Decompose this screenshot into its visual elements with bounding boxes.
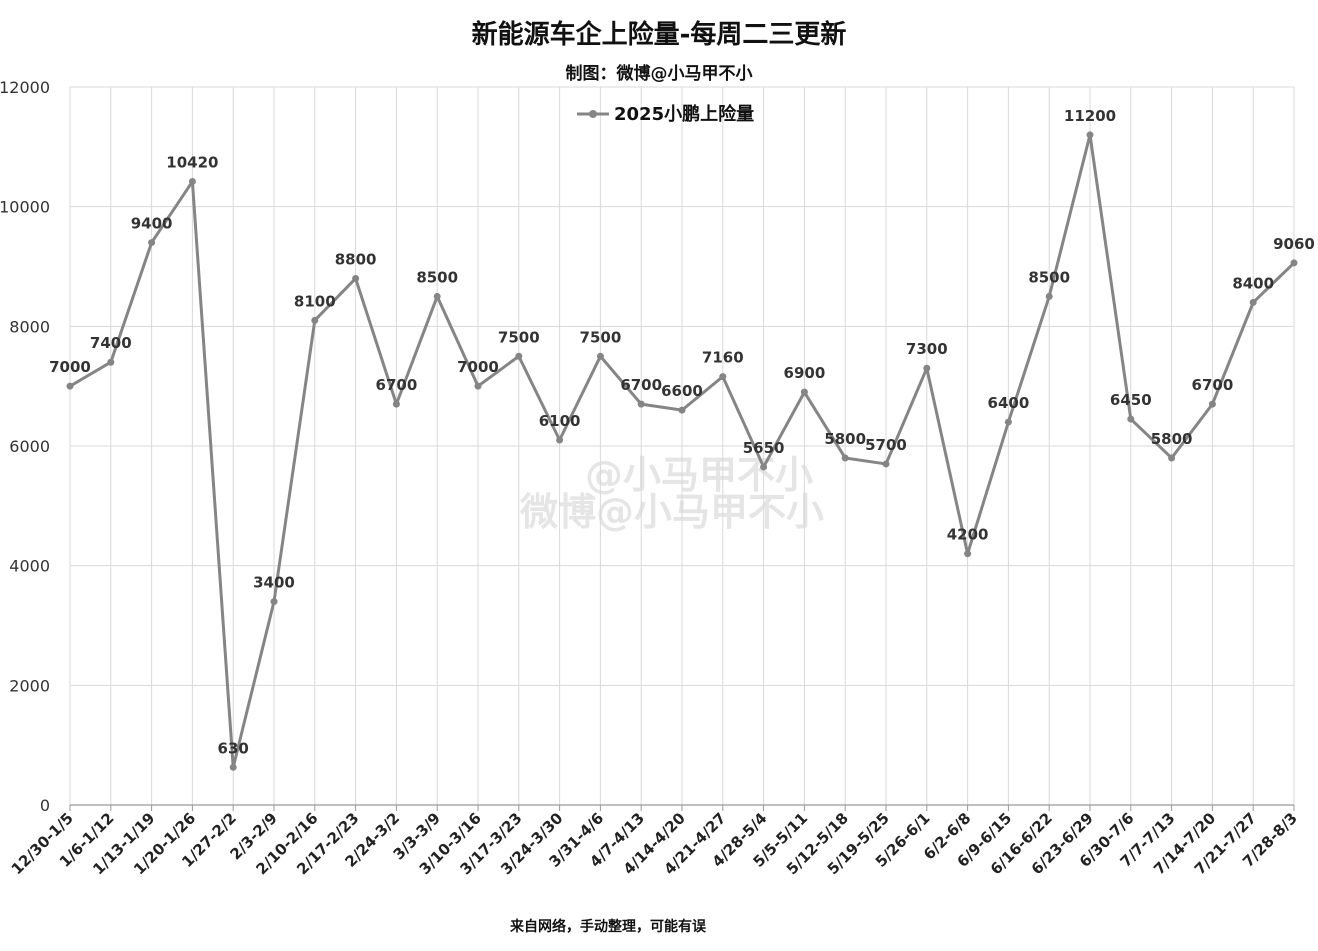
data-label: 7400	[90, 334, 132, 352]
data-point	[392, 400, 400, 408]
data-point	[1045, 292, 1053, 300]
footer-note: 来自网络，手动整理，可能有误	[509, 918, 707, 935]
data-label: 8500	[1028, 268, 1070, 286]
axes: 0 2000 4000 6000 8000 10000 12000	[0, 78, 1295, 815]
data-point	[841, 454, 849, 462]
data-point	[964, 550, 972, 558]
data-label: 6700	[620, 376, 662, 394]
data-point	[923, 364, 931, 372]
data-label: 6100	[539, 412, 581, 430]
legend-marker	[589, 110, 597, 118]
data-point	[1290, 259, 1298, 267]
data-label: 9400	[131, 215, 173, 233]
data-point	[1168, 454, 1176, 462]
data-point	[760, 463, 768, 471]
data-point	[229, 763, 237, 771]
data-label: 6900	[784, 364, 826, 382]
y-tick-label: 4000	[9, 557, 50, 576]
data-label: 11200	[1064, 107, 1116, 125]
data-point	[556, 436, 564, 444]
data-label: 6700	[1192, 376, 1234, 394]
watermark-line-2: 微博@小马甲不小	[519, 490, 824, 534]
data-label: 5700	[865, 436, 907, 454]
data-label: 9060	[1273, 235, 1315, 253]
data-label: 4200	[947, 526, 989, 544]
data-point	[1004, 418, 1012, 426]
y-tick-label: 10000	[0, 198, 50, 217]
chart-title: 新能源车企上险量-每周二三更新	[472, 19, 847, 50]
chart-subtitle: 制图：微博@小马甲不小	[566, 63, 753, 84]
data-label: 7500	[580, 328, 622, 346]
y-tick-label: 8000	[9, 317, 50, 336]
legend: 2025小鹏上险量	[577, 103, 754, 125]
data-label: 5800	[1151, 430, 1193, 448]
data-label: 7000	[49, 358, 91, 376]
legend-label: 2025小鹏上险量	[614, 103, 754, 125]
data-label: 7500	[498, 328, 540, 346]
data-point	[311, 316, 319, 324]
data-point	[66, 382, 74, 390]
grid	[69, 86, 1295, 805]
data-point	[270, 598, 278, 606]
data-label: 5650	[743, 439, 785, 457]
data-label: 6600	[661, 382, 703, 400]
data-point	[1086, 131, 1094, 139]
data-label: 8100	[294, 292, 336, 310]
data-point	[474, 382, 482, 390]
data-point	[719, 373, 727, 381]
data-point	[107, 358, 115, 366]
y-tick-label: 6000	[9, 437, 50, 456]
y-tick-label: 2000	[9, 676, 50, 695]
data-point	[637, 400, 645, 408]
data-label: 8500	[416, 268, 458, 286]
watermark: @小马甲不小 微博@小马甲不小	[519, 453, 824, 534]
data-label: 6700	[376, 376, 418, 394]
data-point	[1208, 400, 1216, 408]
data-label: 7000	[457, 358, 499, 376]
data-label: 630	[218, 739, 249, 757]
data-point	[433, 292, 441, 300]
data-label: 6400	[988, 394, 1030, 412]
data-point	[1127, 415, 1135, 423]
data-label: 8400	[1232, 274, 1274, 292]
data-label: 5800	[824, 430, 866, 448]
series-layer	[66, 131, 1298, 771]
data-point	[188, 178, 196, 186]
data-label: 7160	[702, 349, 744, 367]
data-point	[678, 406, 686, 414]
data-point	[515, 352, 523, 360]
data-label: 3400	[253, 574, 295, 592]
data-point	[352, 274, 360, 282]
data-point	[800, 388, 808, 396]
data-label: 6450	[1110, 391, 1152, 409]
data-point	[596, 352, 604, 360]
data-point	[148, 239, 156, 247]
x-axis-ticks: 12/30-1/51/6-1/121/13-1/191/20-1/261/27-…	[8, 809, 1301, 878]
data-label: 8800	[335, 250, 377, 268]
y-tick-label: 0	[40, 796, 50, 815]
data-label: 7300	[906, 340, 948, 358]
y-tick-label: 12000	[0, 78, 50, 97]
data-label: 10420	[166, 154, 218, 172]
data-point	[1249, 298, 1257, 306]
watermark-line-1: @小马甲不小	[585, 453, 813, 497]
data-labels: 7000 7400 9400 10420 630 3400 8100 8800 6700 8500…	[49, 107, 1315, 757]
data-point	[882, 460, 890, 468]
